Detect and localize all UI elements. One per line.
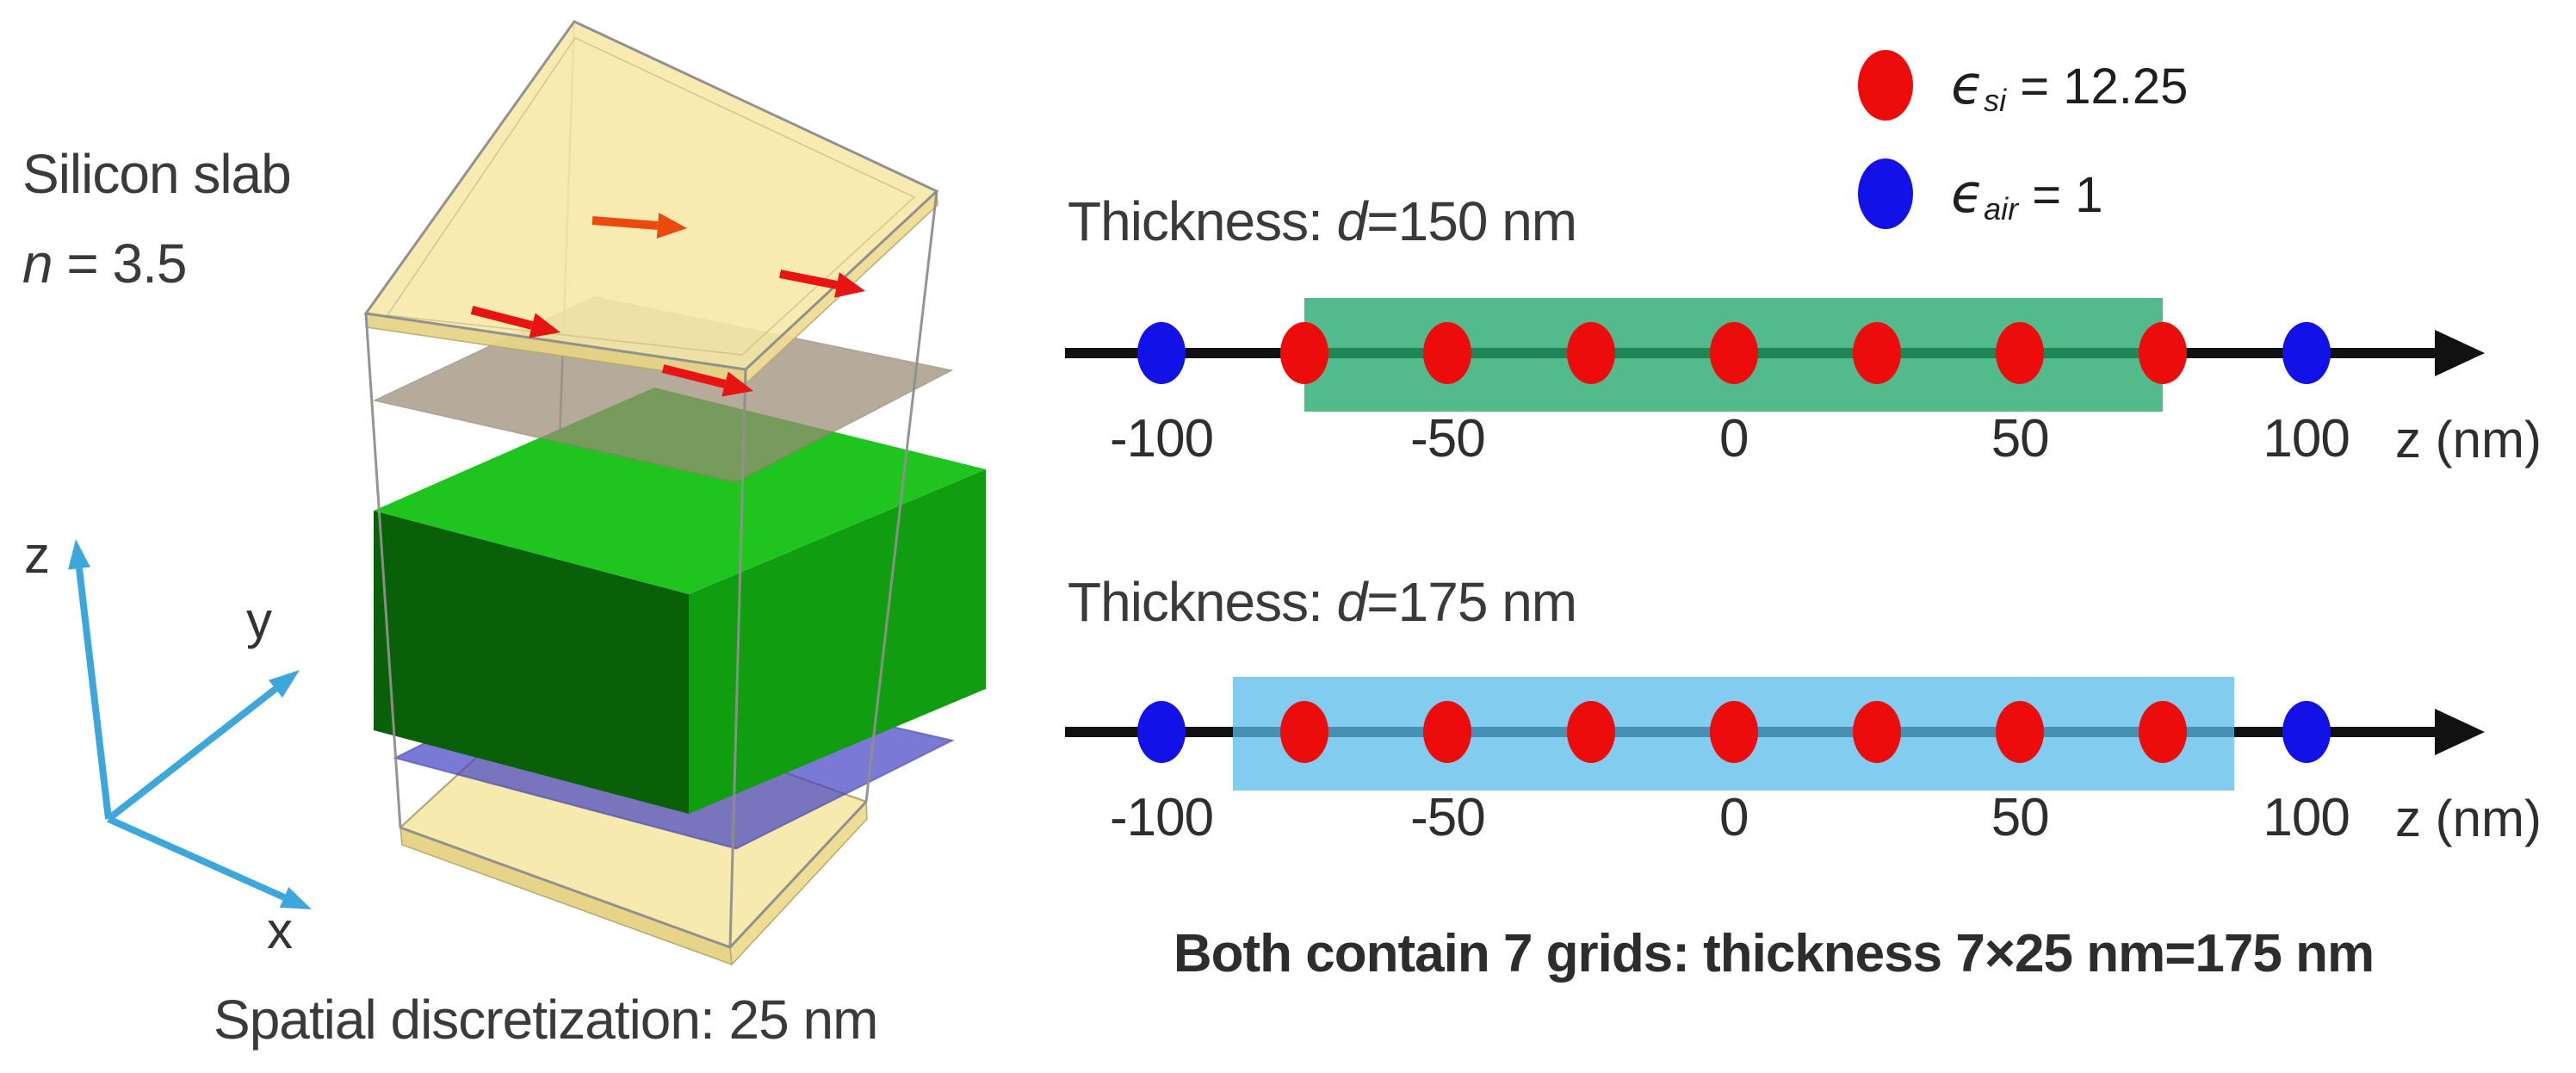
green-slab [374, 388, 986, 814]
si-grid-point [1996, 701, 2045, 763]
conclusion-text: Both contain 7 grids: thickness 7×25 nm=… [1173, 924, 2375, 983]
field-arrow-left [470, 306, 560, 338]
field-arrow-top [591, 213, 687, 239]
n-value: = 3.5 [52, 233, 187, 295]
si-grid-point [1423, 701, 1472, 763]
field-arrow-right [779, 270, 865, 298]
tick-label-0: 0 [1719, 409, 1749, 468]
numberline-150-title: Thickness: d=150 nm [1068, 190, 1577, 252]
tick-label--50: -50 [1410, 788, 1486, 847]
z-axis-arrow [68, 539, 112, 820]
si-grid-point [1853, 701, 1901, 763]
tick-label-50: 50 [1991, 409, 2050, 468]
y-axis-label: y [246, 592, 272, 649]
z-axis-arrowhead-0 [2435, 330, 2485, 376]
si-grid-point [1423, 322, 1472, 384]
si-grid-point [2139, 701, 2188, 763]
air-grid-point [1137, 322, 1186, 384]
si-grid-point [1996, 322, 2045, 384]
field-arrow-center [661, 364, 753, 397]
air-grid-point [2282, 701, 2331, 763]
tick-label--100: -100 [1109, 409, 1214, 468]
z-axis-arrowhead-1 [2435, 709, 2485, 755]
legend-air-label: ϵair = 1 [1951, 162, 2103, 226]
legend-silicon-dot [1858, 50, 1913, 121]
spatial-discretization-caption: Spatial discretization: 25 nm [214, 989, 878, 1051]
si-grid-point [1709, 322, 1758, 384]
si-grid-point [1280, 701, 1329, 763]
z-axis-unit-label-1: z (nm) [2395, 790, 2542, 847]
si-grid-point [1853, 322, 1901, 384]
tick-label-100: 100 [2263, 788, 2350, 847]
numberline-175-title: Thickness: d=175 nm [1068, 571, 1577, 633]
legend-silicon-label: ϵsi = 12.25 [1951, 53, 2189, 118]
tick-label-50: 50 [1991, 788, 2050, 847]
z-axis-unit-label-0: z (nm) [2395, 411, 2542, 468]
z-axis-label: z [24, 526, 50, 584]
si-grid-point [1280, 322, 1329, 384]
x-axis-arrow [107, 816, 312, 909]
si-grid-point [1709, 701, 1758, 763]
si-grid-point [1566, 701, 1615, 763]
slab-3d-figure [68, 20, 986, 966]
coordinate-axes [68, 539, 312, 909]
legend-air-dot [1858, 158, 1913, 229]
field-arrows [470, 213, 865, 397]
silicon-slab-label: Silicon slab [22, 143, 292, 205]
tick-label-0: 0 [1719, 788, 1749, 847]
si-grid-point [1566, 322, 1615, 384]
n-symbol: n [22, 233, 53, 295]
si-grid-point [2139, 322, 2188, 384]
x-axis-label: x [267, 902, 293, 959]
top-yellow-plate [364, 20, 938, 385]
refractive-index-label: n = 3.5 [22, 233, 187, 295]
tick-label-100: 100 [2263, 409, 2350, 468]
y-axis-arrow [106, 670, 300, 822]
tick-label--50: -50 [1410, 409, 1486, 468]
air-grid-point [2282, 322, 2331, 384]
tick-label--100: -100 [1109, 788, 1214, 847]
wireframe-box [363, 20, 939, 949]
air-grid-point [1137, 701, 1186, 763]
